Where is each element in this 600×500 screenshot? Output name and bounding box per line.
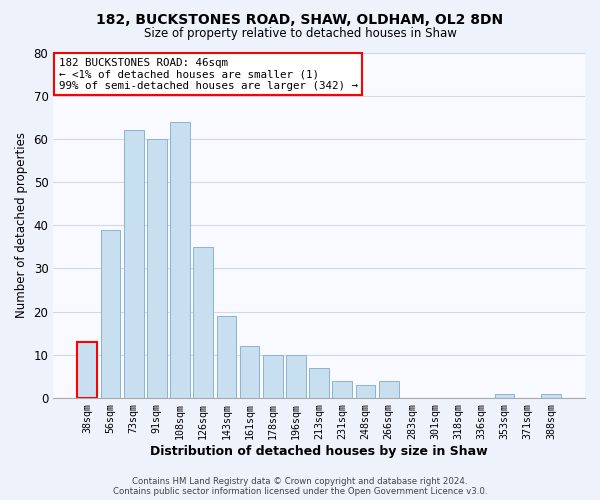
Bar xyxy=(193,247,213,398)
X-axis label: Distribution of detached houses by size in Shaw: Distribution of detached houses by size … xyxy=(151,444,488,458)
Bar xyxy=(332,381,352,398)
Bar xyxy=(77,342,97,398)
Text: Contains public sector information licensed under the Open Government Licence v3: Contains public sector information licen… xyxy=(113,487,487,496)
Bar xyxy=(240,346,259,398)
Bar xyxy=(263,355,283,398)
Bar xyxy=(147,139,167,398)
Bar xyxy=(101,230,121,398)
Bar xyxy=(379,381,398,398)
Text: Contains HM Land Registry data © Crown copyright and database right 2024.: Contains HM Land Registry data © Crown c… xyxy=(132,477,468,486)
Text: 182 BUCKSTONES ROAD: 46sqm
← <1% of detached houses are smaller (1)
99% of semi-: 182 BUCKSTONES ROAD: 46sqm ← <1% of deta… xyxy=(59,58,358,91)
Text: Size of property relative to detached houses in Shaw: Size of property relative to detached ho… xyxy=(143,28,457,40)
Bar xyxy=(170,122,190,398)
Bar xyxy=(309,368,329,398)
Bar xyxy=(286,355,306,398)
Bar xyxy=(495,394,514,398)
Bar xyxy=(541,394,561,398)
Bar xyxy=(217,316,236,398)
Y-axis label: Number of detached properties: Number of detached properties xyxy=(15,132,28,318)
Text: 182, BUCKSTONES ROAD, SHAW, OLDHAM, OL2 8DN: 182, BUCKSTONES ROAD, SHAW, OLDHAM, OL2 … xyxy=(97,12,503,26)
Bar xyxy=(124,130,143,398)
Bar xyxy=(356,385,376,398)
